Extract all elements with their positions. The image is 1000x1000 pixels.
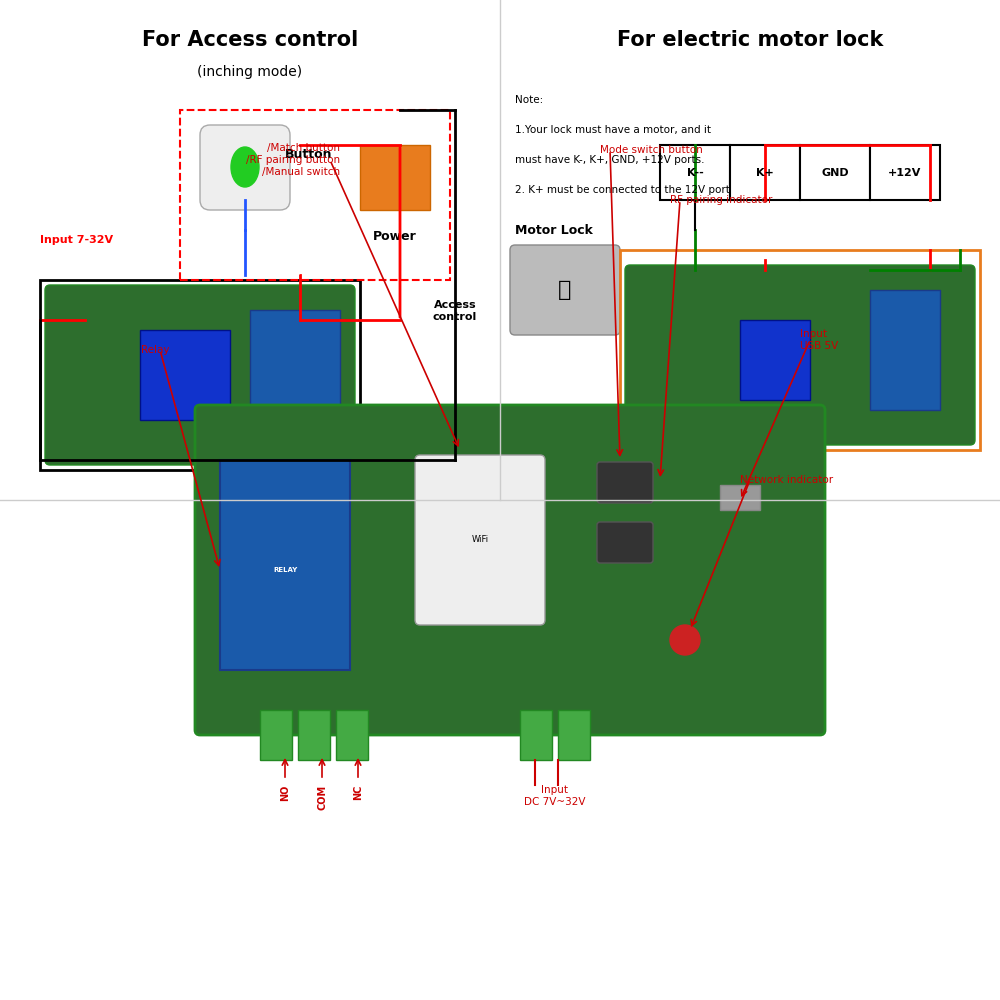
Bar — [140, 330, 230, 420]
Bar — [250, 310, 340, 430]
FancyBboxPatch shape — [510, 245, 620, 335]
Text: Network indicator: Network indicator — [740, 475, 833, 485]
Text: GND: GND — [821, 167, 849, 178]
FancyBboxPatch shape — [415, 455, 545, 625]
Bar — [298, 710, 330, 760]
Text: Input
USB 5V: Input USB 5V — [800, 329, 838, 351]
Text: 🔒: 🔒 — [558, 280, 572, 300]
Bar — [40, 280, 360, 470]
Text: (inching mode): (inching mode) — [197, 65, 303, 79]
Bar — [870, 145, 940, 200]
Text: NO: NO — [910, 259, 921, 265]
Text: NO: NO — [280, 785, 290, 801]
Bar — [520, 710, 552, 760]
Bar — [720, 485, 760, 510]
FancyBboxPatch shape — [195, 405, 825, 735]
Bar — [260, 710, 292, 760]
Text: K+: K+ — [756, 167, 774, 178]
Text: 1.Your lock must have a motor, and it: 1.Your lock must have a motor, and it — [515, 125, 711, 135]
FancyBboxPatch shape — [45, 285, 355, 465]
FancyBboxPatch shape — [200, 125, 290, 210]
Bar — [620, 250, 980, 450]
Text: GND: GND — [660, 259, 676, 265]
Text: Note:: Note: — [515, 95, 543, 105]
FancyBboxPatch shape — [597, 522, 653, 563]
Text: COM: COM — [210, 270, 226, 276]
Text: 2. K+ must be connected to the 12V port: 2. K+ must be connected to the 12V port — [515, 185, 730, 195]
Text: 12v: 12v — [725, 259, 738, 265]
Bar — [800, 145, 870, 200]
Bar — [336, 710, 368, 760]
FancyBboxPatch shape — [597, 462, 653, 503]
Text: Mode switch button: Mode switch button — [600, 145, 703, 155]
Text: K--: K-- — [687, 167, 703, 178]
Text: WiFi: WiFi — [471, 536, 489, 544]
Text: Power: Power — [373, 230, 417, 243]
Text: Access
control: Access control — [433, 300, 477, 322]
Ellipse shape — [231, 147, 259, 187]
Text: For electric motor lock: For electric motor lock — [617, 30, 883, 50]
Text: RELAY: RELAY — [273, 567, 297, 573]
Text: Motor Lock: Motor Lock — [515, 224, 593, 236]
Bar — [360, 145, 430, 210]
Bar — [870, 290, 940, 410]
Text: Input 7-32V: Input 7-32V — [40, 235, 113, 245]
Text: Input
DC 7V~32V: Input DC 7V~32V — [524, 785, 586, 807]
Bar — [730, 145, 800, 200]
Bar — [740, 320, 810, 400]
Bar — [180, 110, 450, 280]
Text: For Access control: For Access control — [142, 30, 358, 50]
Text: /Match button
/RF pairing button
/Manual switch: /Match button /RF pairing button /Manual… — [246, 143, 340, 177]
Text: Button: Button — [285, 148, 332, 161]
Text: NC: NC — [353, 785, 363, 800]
Bar — [220, 460, 350, 670]
Text: NO: NO — [290, 270, 301, 276]
Text: must have K-, K+, GND, +12V ports.: must have K-, K+, GND, +12V ports. — [515, 155, 704, 165]
Text: COM: COM — [855, 259, 871, 265]
Text: +12V: +12V — [888, 167, 922, 178]
Bar — [558, 710, 590, 760]
FancyBboxPatch shape — [625, 265, 975, 445]
Bar — [660, 145, 730, 200]
Text: COM: COM — [317, 785, 327, 810]
Text: Relay: Relay — [142, 345, 170, 355]
Circle shape — [670, 625, 700, 655]
Text: RF pairing indicator: RF pairing indicator — [670, 195, 772, 205]
